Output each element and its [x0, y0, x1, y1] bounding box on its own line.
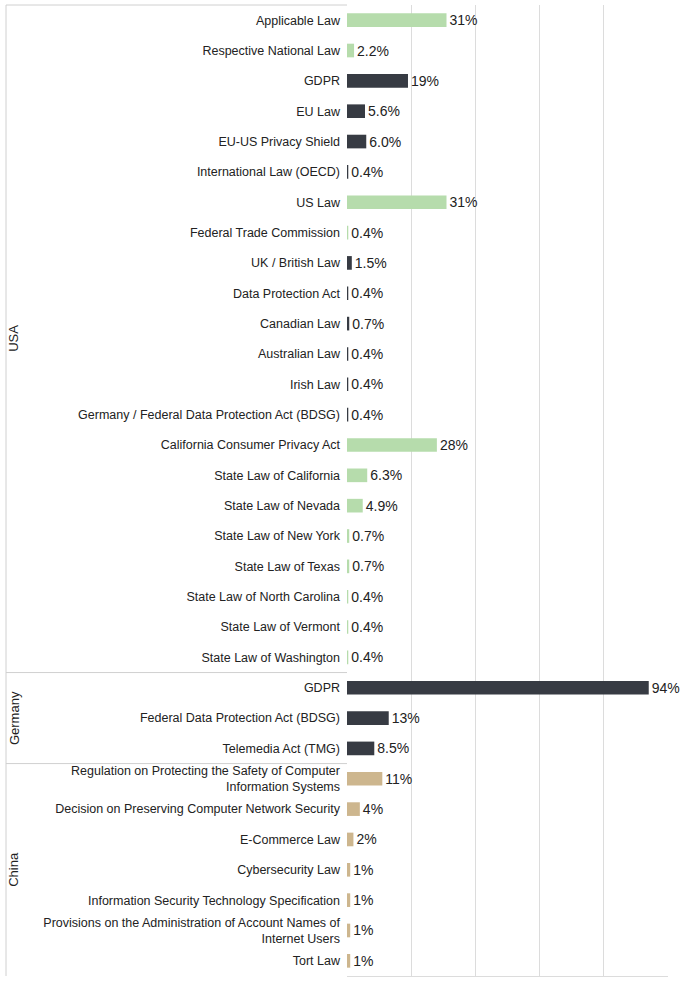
svg-text:0.7%: 0.7% [352, 558, 384, 574]
svg-text:Regulation on Protecting the S: Regulation on Protecting the Safety of C… [71, 764, 340, 794]
svg-text:2.2%: 2.2% [357, 43, 389, 59]
svg-text:13%: 13% [392, 710, 420, 726]
svg-text:0.4%: 0.4% [351, 589, 383, 605]
svg-text:California Consumer Privacy Ac: California Consumer Privacy Act [161, 438, 341, 452]
svg-text:Decision on Preserving Compute: Decision on Preserving Computer Network … [55, 802, 341, 816]
svg-text:28%: 28% [440, 437, 468, 453]
svg-text:State Law of California: State Law of California [214, 469, 340, 483]
svg-text:1%: 1% [353, 862, 373, 878]
svg-text:0.4%: 0.4% [351, 346, 383, 362]
svg-text:Germany: Germany [7, 691, 22, 745]
svg-text:2%: 2% [356, 831, 376, 847]
svg-text:State Law of New York: State Law of New York [214, 529, 341, 543]
svg-text:0.4%: 0.4% [351, 164, 383, 180]
svg-text:31%: 31% [450, 194, 478, 210]
svg-text:GDPR: GDPR [304, 74, 340, 88]
svg-text:6.0%: 6.0% [369, 134, 401, 150]
svg-text:Telemedia Act (TMG): Telemedia Act (TMG) [223, 742, 340, 756]
svg-text:China: China [6, 852, 21, 887]
svg-text:Provisions on the Administrati: Provisions on the Administration of Acco… [43, 916, 340, 946]
svg-text:6.3%: 6.3% [370, 467, 402, 483]
svg-text:1.5%: 1.5% [355, 255, 387, 271]
svg-text:1%: 1% [353, 953, 373, 969]
svg-text:State Law of Washington: State Law of Washington [201, 651, 340, 665]
svg-text:Australian Law: Australian Law [258, 347, 341, 361]
svg-text:0.4%: 0.4% [351, 649, 383, 665]
svg-text:Applicable Law: Applicable Law [256, 14, 341, 28]
svg-text:Federal Trade Commission: Federal Trade Commission [190, 226, 340, 240]
svg-text:UK / British Law: UK / British Law [251, 256, 341, 270]
svg-text:GDPR: GDPR [304, 681, 340, 695]
svg-text:State Law of Texas: State Law of Texas [235, 560, 340, 574]
svg-text:Federal Data Protection Act (B: Federal Data Protection Act (BDSG) [140, 711, 340, 725]
svg-text:0.7%: 0.7% [352, 316, 384, 332]
svg-text:0.7%: 0.7% [352, 528, 384, 544]
svg-text:E-Commerce Law: E-Commerce Law [240, 833, 341, 847]
svg-text:Canadian Law: Canadian Law [260, 317, 341, 331]
svg-text:Cybersecurity Law: Cybersecurity Law [237, 863, 341, 877]
svg-text:1%: 1% [353, 892, 373, 908]
svg-text:11%: 11% [385, 771, 412, 787]
svg-text:US Law: US Law [296, 196, 341, 210]
svg-text:Tort Law: Tort Law [293, 954, 341, 968]
svg-text:Respective National Law: Respective National Law [202, 44, 341, 58]
svg-text:94%: 94% [652, 680, 680, 696]
svg-text:19%: 19% [411, 73, 439, 89]
svg-text:0.4%: 0.4% [351, 376, 383, 392]
svg-text:0.4%: 0.4% [351, 225, 383, 241]
svg-text:EU Law: EU Law [296, 105, 341, 119]
svg-text:State Law of North Carolina: State Law of North Carolina [186, 590, 340, 604]
svg-text:31%: 31% [450, 12, 478, 28]
svg-text:International Law (OECD): International Law (OECD) [197, 165, 340, 179]
svg-text:USA: USA [6, 325, 21, 352]
svg-text:0.4%: 0.4% [351, 619, 383, 635]
svg-text:5.6%: 5.6% [368, 103, 400, 119]
svg-text:0.4%: 0.4% [351, 285, 383, 301]
svg-text:1%: 1% [353, 922, 373, 938]
svg-text:State Law of Nevada: State Law of Nevada [224, 499, 340, 513]
svg-text:Germany / Federal Data Protect: Germany / Federal Data Protection Act (B… [78, 408, 340, 422]
svg-text:Data Protection Act: Data Protection Act [233, 287, 341, 301]
svg-text:Information Security Technolog: Information Security Technology Specific… [88, 894, 340, 908]
svg-text:0.4%: 0.4% [351, 407, 383, 423]
svg-text:State Law of Vermont: State Law of Vermont [220, 620, 340, 634]
svg-text:4%: 4% [363, 801, 383, 817]
svg-text:4.9%: 4.9% [366, 498, 398, 514]
svg-text:8.5%: 8.5% [377, 740, 409, 756]
svg-text:Irish Law: Irish Law [290, 378, 341, 392]
svg-text:EU-US Privacy Shield: EU-US Privacy Shield [218, 135, 340, 149]
